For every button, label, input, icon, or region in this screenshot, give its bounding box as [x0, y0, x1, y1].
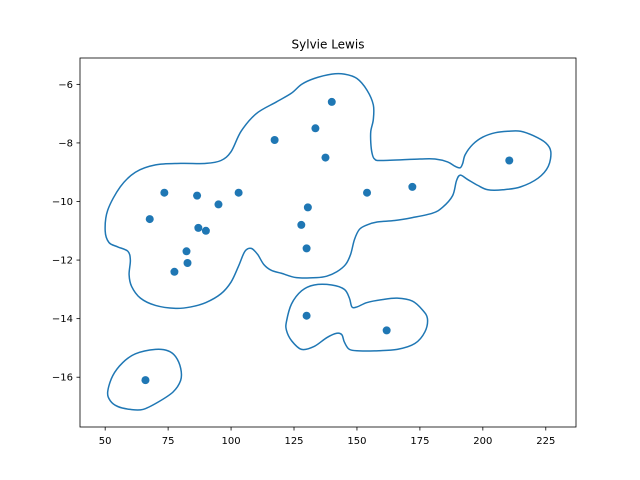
data-point-16: [303, 203, 312, 212]
contour-line-2: [285, 283, 429, 352]
x-tick-label: 100: [222, 436, 241, 447]
data-point-23: [505, 156, 514, 165]
x-tick-label: 150: [347, 436, 366, 447]
data-point-15: [302, 311, 311, 320]
data-point-8: [194, 223, 203, 232]
x-tick-label: 125: [284, 436, 303, 447]
x-tick-label: 75: [162, 436, 175, 447]
data-point-4: [170, 267, 179, 276]
x-tick-label: 175: [410, 436, 429, 447]
x-tick-label: 200: [473, 436, 492, 447]
data-point-10: [214, 200, 223, 209]
y-tick-label: −10: [52, 197, 73, 208]
y-tick-label: −6: [58, 80, 73, 91]
data-point-2: [145, 215, 154, 224]
data-point-1: [141, 376, 150, 385]
y-axis: −16 −14 −12 −10 −8 −6: [52, 80, 80, 384]
y-tick-label: −12: [52, 256, 73, 267]
x-axis: 50 75 100 125 150 175 200 225: [99, 427, 555, 447]
y-tick-label: −8: [58, 138, 73, 149]
data-point-12: [270, 136, 279, 144]
plot-frame: [79, 57, 577, 428]
data-point-3: [160, 188, 169, 197]
y-tick-label: −14: [52, 314, 73, 325]
contour-lines: [104, 72, 552, 411]
data-point-19: [327, 97, 336, 106]
data-point-14: [302, 244, 311, 253]
data-point-17: [311, 124, 320, 133]
x-tick-label: 50: [99, 436, 112, 447]
data-point-13: [297, 220, 306, 229]
data-point-18: [321, 153, 330, 162]
contour-line-3: [106, 348, 183, 411]
chart-title: Sylvie Lewis: [292, 38, 365, 52]
data-point-9: [201, 226, 210, 235]
data-point-20: [363, 188, 372, 197]
x-tick-label: 225: [536, 436, 555, 447]
y-tick-label: −16: [52, 373, 73, 384]
contour-line-1: [104, 72, 552, 310]
data-points: [141, 97, 514, 385]
data-point-22: [408, 182, 417, 191]
data-point-11: [234, 188, 243, 197]
data-point-6: [183, 259, 192, 267]
data-point-5: [182, 247, 191, 256]
data-point-7: [193, 191, 202, 200]
data-point-21: [382, 326, 391, 335]
